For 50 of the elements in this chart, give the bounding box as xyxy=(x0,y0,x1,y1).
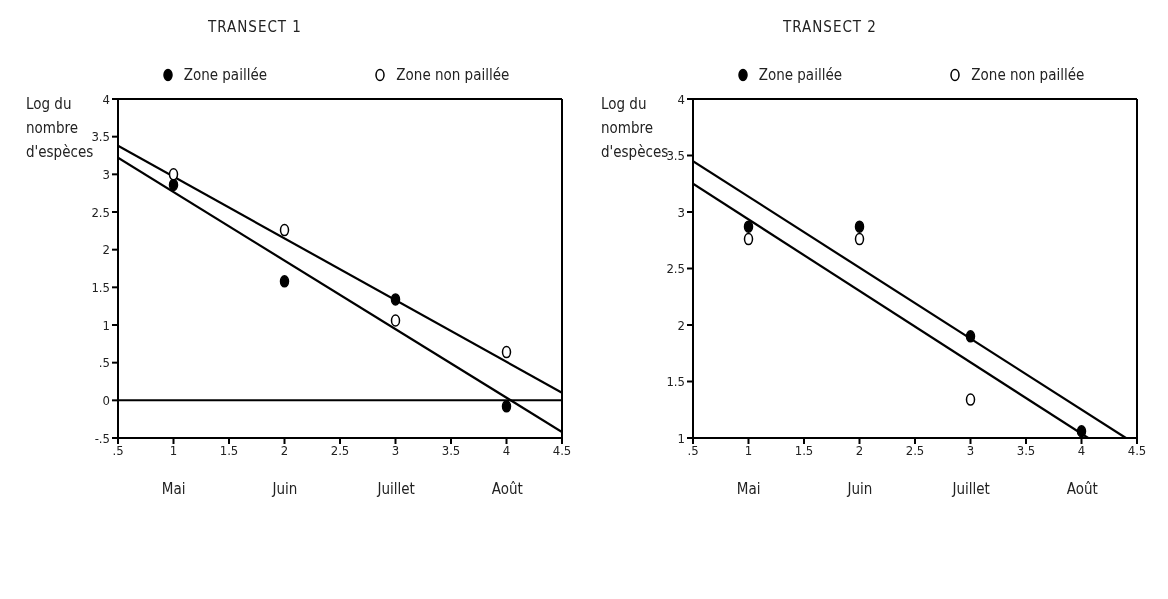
x-tick-label: .5 xyxy=(112,443,124,459)
x-tick-label: 2.5 xyxy=(905,443,925,459)
x-tick-label: 1.5 xyxy=(219,443,239,459)
x-tick-label: 4.5 xyxy=(1127,443,1147,459)
chart-title: TRANSECT 1 xyxy=(207,17,303,38)
x-tick-label: 3.5 xyxy=(441,443,461,459)
x-tick-label: .5 xyxy=(687,443,699,459)
y-tick-label: 0 xyxy=(102,392,110,408)
y-tick-label: 2.5 xyxy=(666,261,685,277)
y-tick-label: 4 xyxy=(102,91,110,107)
y-tick-label: 4 xyxy=(677,91,685,107)
text: Août xyxy=(1066,480,1098,498)
y-tick-label: 3.5 xyxy=(91,129,110,145)
y-tick-label: 1 xyxy=(677,430,685,446)
x-tick-label: 2 xyxy=(855,443,864,459)
x-tick-label: 4 xyxy=(502,443,511,459)
y-tick-label: 2.5 xyxy=(91,204,110,220)
y-tick-label: 2 xyxy=(677,317,685,333)
y-tick-label: 1 xyxy=(102,317,110,333)
legend-label: Zone non paillée xyxy=(396,66,510,84)
x-tick-label: 4.5 xyxy=(552,443,572,459)
text: Mai xyxy=(736,480,761,498)
y-tick-label: 1.5 xyxy=(666,374,685,390)
legend-label: Zone paillée xyxy=(758,66,842,84)
legend-label: Zone paillée xyxy=(183,66,267,84)
legend-label: Zone non paillée xyxy=(971,66,1085,84)
x-tick-label: 2.5 xyxy=(330,443,350,459)
y-tick-label: 3 xyxy=(677,204,685,220)
x-tick-label: 3 xyxy=(966,443,975,459)
text: Mai xyxy=(161,480,186,498)
x-tick-label: 1 xyxy=(744,443,753,459)
text: Août xyxy=(491,480,523,498)
y-tick-label: 1.5 xyxy=(91,279,110,295)
y-tick-label: 3.5 xyxy=(666,148,685,164)
y-axis-title: Log du nombre d'espèces xyxy=(601,95,669,161)
text: Juillet xyxy=(952,480,990,498)
x-tick-label: 3 xyxy=(391,443,400,459)
chart-title: TRANSECT 2 xyxy=(782,17,878,38)
text: Juillet xyxy=(377,480,415,498)
text: Juin xyxy=(272,480,298,498)
y-tick-label: 3 xyxy=(102,166,110,182)
x-tick-label: 1.5 xyxy=(794,443,814,459)
y-tick-label: -.5 xyxy=(94,430,110,446)
y-tick-label: .5 xyxy=(98,355,110,371)
x-tick-label: 3.5 xyxy=(1016,443,1036,459)
x-tick-label: 4 xyxy=(1077,443,1086,459)
y-tick-label: 2 xyxy=(102,242,110,258)
x-tick-label: 2 xyxy=(280,443,289,459)
text: Juin xyxy=(847,480,873,498)
x-tick-label: 1 xyxy=(169,443,178,459)
